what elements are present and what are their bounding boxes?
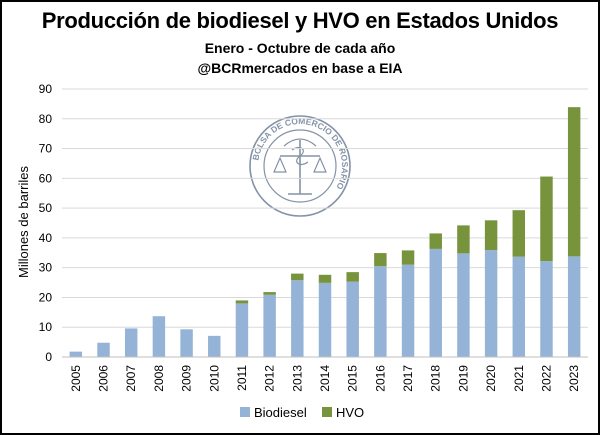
y-tick-label: 30 xyxy=(39,261,53,275)
x-tick-label: 2010 xyxy=(207,365,221,392)
bar-biodiesel-2005 xyxy=(69,351,83,357)
bar-biodiesel-2022 xyxy=(540,261,553,357)
bar-biodiesel-2016 xyxy=(374,266,387,357)
bar-hvo-2015 xyxy=(346,272,359,282)
bar-biodiesel-2013 xyxy=(291,280,304,357)
x-tick-label: 2013 xyxy=(290,365,304,392)
y-axis-ticks: 0 10 20 30 40 50 60 70 80 90 xyxy=(39,82,53,364)
legend-label-hvo: HVO xyxy=(336,405,364,420)
bar-biodiesel-2011 xyxy=(235,303,249,357)
x-tick-label: 2023 xyxy=(567,365,581,392)
bar-biodiesel-2008 xyxy=(152,316,166,357)
bar-biodiesel-2014 xyxy=(318,282,332,357)
y-tick-label: 80 xyxy=(39,112,53,126)
x-tick-label: 2018 xyxy=(429,365,443,392)
chart-title: Producción de biodiesel y HVO en Estados… xyxy=(41,8,559,33)
bar-hvo-2011 xyxy=(235,300,249,304)
x-tick-label: 2008 xyxy=(152,365,166,392)
bar-hvo-2017 xyxy=(401,250,415,265)
bar-hvo-2013 xyxy=(291,273,304,281)
y-axis-label: Millones de barriles xyxy=(16,166,31,278)
x-tick-label: 2006 xyxy=(97,365,111,392)
x-tick-label: 2005 xyxy=(69,365,83,392)
bar-biodiesel-2017 xyxy=(401,264,415,357)
x-tick-label: 2020 xyxy=(484,365,498,392)
y-tick-label: 10 xyxy=(39,320,53,334)
y-tick-label: 70 xyxy=(39,142,53,156)
bar-biodiesel-2009 xyxy=(180,329,193,357)
bar-biodiesel-2020 xyxy=(484,250,498,357)
bar-hvo-2012 xyxy=(263,292,276,295)
x-tick-label: 2015 xyxy=(346,365,360,392)
x-tick-label: 2007 xyxy=(124,365,138,392)
x-tick-label: 2017 xyxy=(401,365,415,392)
x-tick-label: 2016 xyxy=(373,365,387,392)
bar-hvo-2022 xyxy=(540,176,553,262)
x-tick-label: 2012 xyxy=(263,365,277,392)
bar-hvo-2016 xyxy=(374,253,387,267)
bar-biodiesel-2018 xyxy=(429,248,442,357)
bar-biodiesel-2021 xyxy=(512,256,526,357)
bar-hvo-2021 xyxy=(512,210,526,257)
bar-biodiesel-2007 xyxy=(124,328,138,357)
x-tick-label: 2014 xyxy=(318,365,332,392)
y-tick-label: 0 xyxy=(45,350,52,364)
bar-biodiesel-2015 xyxy=(346,281,359,357)
legend-swatch-biodiesel xyxy=(240,407,250,417)
y-tick-label: 90 xyxy=(39,82,53,96)
x-tick-label: 2021 xyxy=(512,365,526,392)
chart-source: @BCRmercados en base a EIA xyxy=(197,60,403,76)
bar-biodiesel-2023 xyxy=(567,256,581,357)
bar-biodiesel-2006 xyxy=(97,342,110,357)
bcr-logo: BOLSA DE COMERCIO DE ROSARIO xyxy=(249,115,351,217)
chart-subtitle: Enero - Octubre de cada año xyxy=(204,40,396,56)
bar-biodiesel-2019 xyxy=(457,253,470,357)
legend: Biodiesel HVO xyxy=(240,405,364,420)
bar-hvo-2018 xyxy=(429,233,442,249)
x-tick-label: 2011 xyxy=(235,365,249,391)
legend-label-biodiesel: Biodiesel xyxy=(254,405,307,420)
bar-hvo-2014 xyxy=(318,274,332,283)
x-axis-ticks: 2005 2006 2007 2008 2009 2010 2011 2012 2013 2014… xyxy=(62,356,588,392)
x-tick-label: 2019 xyxy=(456,365,470,392)
bar-hvo-2023 xyxy=(567,107,581,257)
bar-hvo-2019 xyxy=(457,225,470,254)
legend-swatch-hvo xyxy=(322,407,332,417)
bar-biodiesel-2012 xyxy=(263,294,276,357)
y-tick-label: 50 xyxy=(39,201,53,215)
x-tick-label: 2009 xyxy=(180,365,194,392)
y-tick-label: 60 xyxy=(39,171,53,185)
y-tick-label: 40 xyxy=(39,231,53,245)
bars xyxy=(69,107,581,357)
y-tick-label: 20 xyxy=(39,290,53,304)
bar-biodiesel-2010 xyxy=(208,335,221,357)
bar-hvo-2020 xyxy=(484,220,498,251)
x-tick-label: 2022 xyxy=(539,365,553,392)
